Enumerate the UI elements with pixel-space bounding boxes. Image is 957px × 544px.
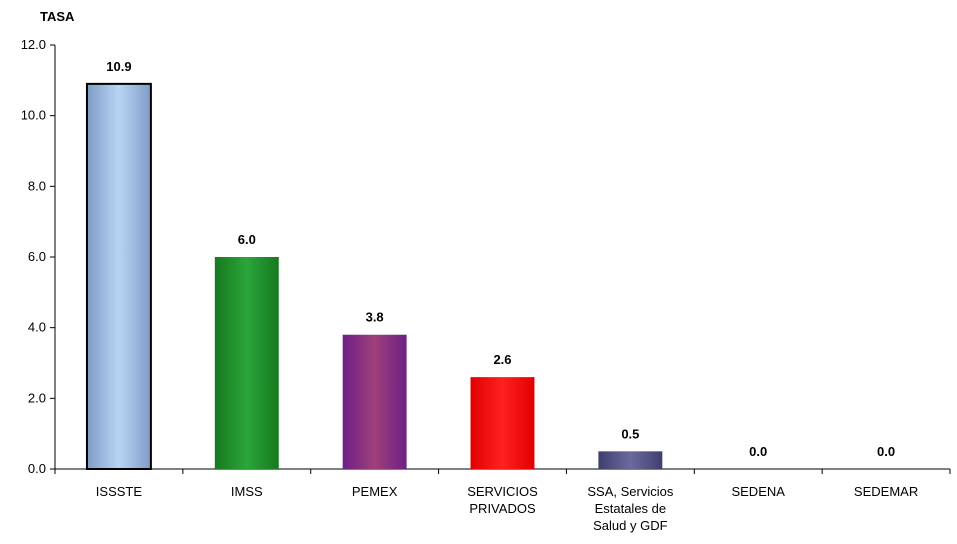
data-label: 10.9 <box>106 59 131 74</box>
y-tick-label: 6.0 <box>28 249 46 264</box>
y-tick-label: 12.0 <box>21 37 46 52</box>
data-label: 2.6 <box>493 352 511 367</box>
bar <box>470 377 535 469</box>
data-label: 6.0 <box>238 232 256 247</box>
y-tick-label: 8.0 <box>28 178 46 193</box>
x-category-label: IMSS <box>231 484 263 499</box>
bar <box>598 451 663 469</box>
y-axis-title: TASA <box>40 9 75 24</box>
y-tick-label: 4.0 <box>28 320 46 335</box>
bar <box>342 334 407 469</box>
data-label: 0.5 <box>621 426 639 441</box>
y-tick-label: 0.0 <box>28 461 46 476</box>
x-category-label: SSA, Servicios Estatales de Salud y GDF <box>587 484 673 533</box>
x-category-label: SERVICIOS PRIVADOS <box>467 484 538 516</box>
data-label: 0.0 <box>749 444 767 459</box>
data-label: 0.0 <box>877 444 895 459</box>
axes: 0.0 2.0 4.0 6.0 8.0 10.0 12.0 <box>21 37 951 476</box>
x-category-label: SEDEMAR <box>854 484 918 499</box>
bar <box>214 257 279 469</box>
labels: 10.9 ISSSTE 6.0 IMSS 3.8 PEMEX 2.6 SERVICIOS PRI… <box>96 59 918 533</box>
x-category-label: PEMEX <box>352 484 398 499</box>
x-category-label: ISSSTE <box>96 484 143 499</box>
y-tick-label: 10.0 <box>21 108 46 123</box>
bars <box>85 82 663 470</box>
bar <box>85 82 152 470</box>
x-category-label: SEDENA <box>731 484 785 499</box>
y-tick-label: 2.0 <box>28 390 46 405</box>
data-label: 3.8 <box>366 310 384 325</box>
